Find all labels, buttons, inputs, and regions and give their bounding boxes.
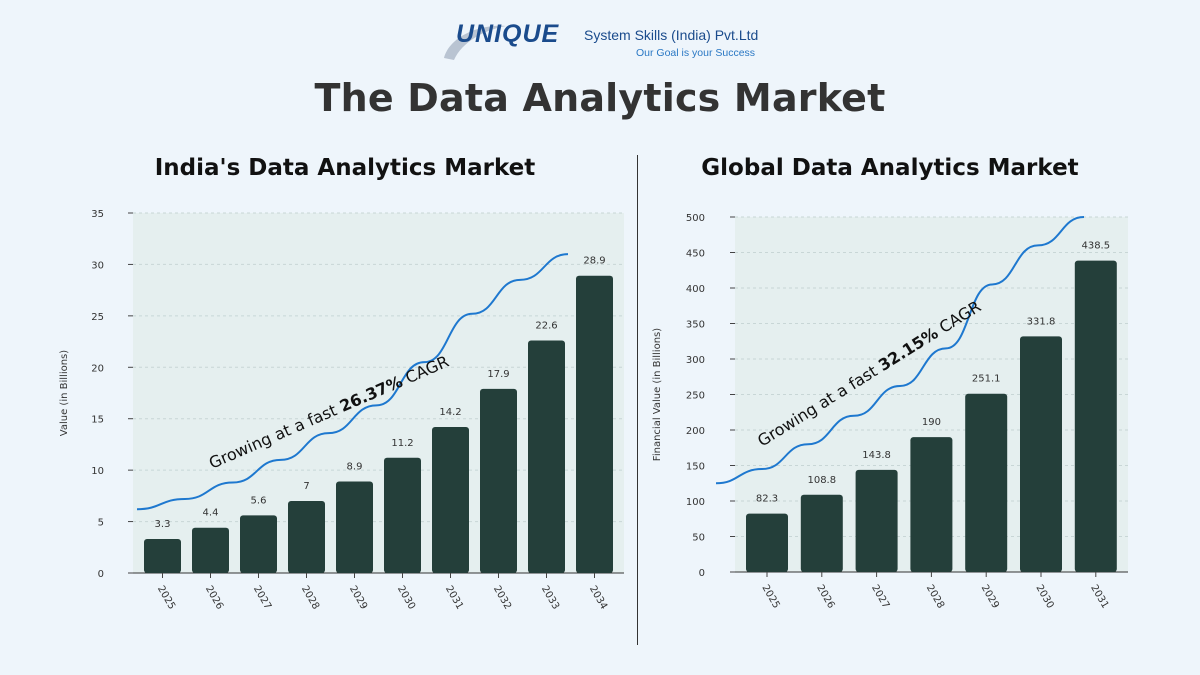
india-bar <box>432 426 469 573</box>
global-y-tick-label: 100 <box>686 497 705 508</box>
india-chart-title: India's Data Analytics Market <box>154 155 536 181</box>
india-data-label: 4.4 <box>203 508 219 519</box>
india-data-label: 14.2 <box>439 407 461 418</box>
india-y-tick-label: 30 <box>91 260 104 271</box>
global-y-tick-label: 400 <box>686 284 705 295</box>
company-logo: UNIQUE System Skills (India) Pvt.Ltd Our… <box>440 16 770 66</box>
global-bar <box>910 437 953 572</box>
global-y-tick-label: 150 <box>686 462 705 473</box>
global-y-tick-label: 50 <box>692 533 705 544</box>
india-y-tick-label: 10 <box>91 466 104 477</box>
global-y-tick-label: 350 <box>686 320 705 331</box>
global-bar <box>800 494 843 572</box>
global-data-label: 331.8 <box>1027 316 1056 327</box>
india-bar <box>288 501 325 573</box>
logo-swoosh-icon <box>444 25 506 60</box>
global-x-tick-label: 2029 <box>979 583 1001 611</box>
global-data-label: 143.8 <box>862 450 891 461</box>
india-bar <box>384 457 421 573</box>
logo-tagline: Our Goal is your Success <box>636 47 756 59</box>
chart-divider <box>637 155 638 645</box>
india-y-tick-label: 20 <box>91 363 104 374</box>
global-bar <box>746 513 788 572</box>
india-bar <box>576 275 613 573</box>
india-data-label: 28.9 <box>583 256 605 267</box>
global-bar <box>855 469 898 572</box>
global-trend-line <box>715 216 1085 485</box>
global-data-label: 108.8 <box>807 475 836 486</box>
logo-company-name: System Skills (India) Pvt.Ltd <box>584 27 759 43</box>
global-y-tick-label: 300 <box>686 355 705 366</box>
india-data-label: 5.6 <box>251 495 267 506</box>
india-data-label: 11.2 <box>391 438 413 449</box>
india-bar <box>192 527 229 573</box>
india-y-tick-label: 25 <box>91 312 104 323</box>
page-title: The Data Analytics Market <box>314 76 886 120</box>
global-bar <box>1020 336 1062 572</box>
global-y-tick-label: 500 <box>686 213 705 224</box>
global-data-label: 251.1 <box>972 374 1001 385</box>
logo-brand: UNIQUE <box>456 20 560 48</box>
global-y-tick-label: 0 <box>699 568 705 579</box>
india-data-label: 8.9 <box>347 461 363 472</box>
global-x-tick-label: 2026 <box>814 583 836 611</box>
india-bar <box>528 340 565 573</box>
global-chart-title: Global Data Analytics Market <box>701 155 1079 181</box>
global-data-label: 190 <box>922 417 941 428</box>
india-y-tick-label: 0 <box>98 569 104 580</box>
india-y-tick-label: 5 <box>98 518 104 529</box>
global-y-tick-label: 200 <box>686 426 705 437</box>
india-data-label: 7 <box>303 481 309 492</box>
global-x-tick-label: 2030 <box>1033 583 1055 611</box>
global-y-axis-title: Financial Value (in Billions) <box>652 328 663 461</box>
india-bar <box>480 388 517 573</box>
india-data-label: 17.9 <box>487 369 509 380</box>
india-data-label: 3.3 <box>155 519 171 530</box>
india-y-tick-label: 35 <box>91 209 104 220</box>
india-y-axis-title: Value (in Billions) <box>59 350 70 436</box>
india-bar <box>336 481 373 573</box>
global-y-tick-label: 250 <box>686 391 705 402</box>
global-data-label: 438.5 <box>1081 241 1110 252</box>
global-x-tick-label: 2025 <box>759 583 781 611</box>
global-x-tick-label: 2027 <box>869 583 891 611</box>
india-bar <box>240 515 277 573</box>
global-x-tick-label: 2031 <box>1088 583 1110 611</box>
india-bar <box>144 539 181 573</box>
global-x-tick-label: 2028 <box>924 583 946 611</box>
global-bar <box>1074 260 1117 572</box>
global-y-tick-label: 450 <box>686 249 705 260</box>
global-data-label: 82.3 <box>756 494 778 505</box>
india-trend-line <box>136 253 569 511</box>
global-bar <box>965 393 1008 572</box>
india-data-label: 22.6 <box>535 321 557 332</box>
india-y-tick-label: 15 <box>91 415 104 426</box>
